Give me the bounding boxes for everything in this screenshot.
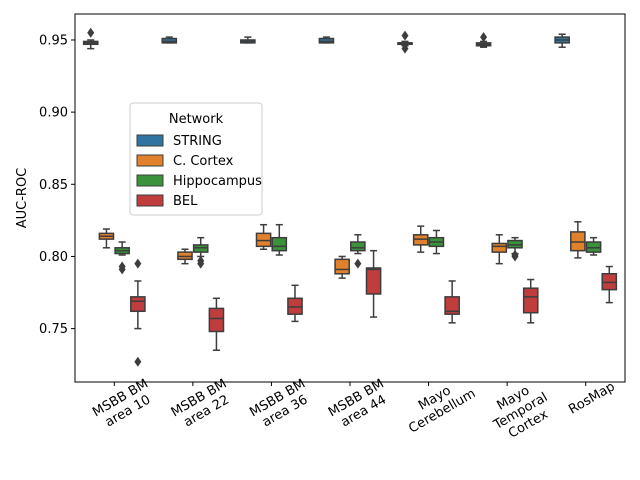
box-iqr bbox=[365, 267, 382, 295]
box-2-4 bbox=[428, 229, 445, 255]
box-1-3 bbox=[334, 255, 350, 279]
legend-item: BEL bbox=[136, 194, 198, 209]
legend-item: STRING bbox=[136, 134, 222, 149]
box-1-1 bbox=[177, 248, 193, 265]
legend-box bbox=[129, 102, 263, 216]
y-tick-label: 0.90 bbox=[39, 106, 68, 121]
box-3-5 bbox=[522, 278, 539, 324]
box-3-0 bbox=[130, 258, 146, 367]
series-string bbox=[82, 27, 570, 54]
box-0-6 bbox=[554, 33, 570, 48]
box-iqr bbox=[350, 241, 366, 252]
plot-area bbox=[74, 13, 626, 383]
box-3-4 bbox=[444, 280, 460, 324]
outlier-point bbox=[401, 30, 409, 41]
box-2-3 bbox=[350, 234, 366, 269]
box-2-6 bbox=[585, 236, 602, 256]
box-iqr bbox=[208, 307, 225, 333]
box-0-1 bbox=[161, 36, 178, 44]
series-hippocampus bbox=[114, 223, 602, 275]
box-1-5 bbox=[491, 234, 508, 265]
outlier-point bbox=[197, 258, 205, 269]
legend-label: BEL bbox=[173, 194, 198, 209]
legend: Network STRING C. Cortex Hippocampus BEL bbox=[129, 102, 263, 216]
box-1-2 bbox=[255, 223, 272, 250]
outlier-point bbox=[118, 264, 126, 275]
box-2-5 bbox=[507, 236, 523, 262]
box-3-6 bbox=[601, 265, 618, 304]
series-bel bbox=[130, 249, 618, 367]
y-tick-label: 0.95 bbox=[39, 33, 68, 48]
box-0-5 bbox=[475, 32, 492, 48]
x-axis: MSBB BMarea 10 MSBB BMarea 22 MSBB BMarea … bbox=[90, 377, 618, 442]
legend-item: Hippocampus bbox=[136, 174, 262, 189]
box-3-2 bbox=[287, 284, 303, 323]
box-3-3 bbox=[365, 249, 382, 318]
box-2-1 bbox=[192, 236, 209, 269]
box-3-1 bbox=[208, 297, 225, 352]
box-iqr bbox=[271, 236, 288, 252]
legend-swatch bbox=[136, 134, 164, 147]
y-axis-label: AUC-ROC bbox=[15, 168, 30, 229]
y-axis: 0.75 0.80 0.85 0.90 0.95 bbox=[39, 33, 75, 337]
box-1-6 bbox=[570, 221, 586, 259]
y-tick-label: 0.80 bbox=[39, 250, 68, 265]
box-1-4 bbox=[412, 225, 429, 253]
legend-swatch bbox=[136, 194, 164, 207]
outlier-point bbox=[401, 43, 409, 54]
box-0-0 bbox=[82, 27, 99, 50]
legend-label: STRING bbox=[173, 134, 222, 149]
legend-title: Network bbox=[169, 112, 224, 127]
box-0-3 bbox=[318, 36, 335, 44]
box-iqr bbox=[491, 242, 508, 253]
outlier-point bbox=[480, 32, 488, 43]
legend-item: C. Cortex bbox=[136, 154, 234, 169]
legend-label: Hippocampus bbox=[173, 174, 262, 189]
box-0-2 bbox=[240, 36, 256, 44]
box-iqr bbox=[522, 287, 539, 314]
outlier-point bbox=[354, 258, 362, 269]
legend-swatch bbox=[136, 154, 164, 167]
outlier-point bbox=[134, 258, 142, 269]
box-iqr bbox=[130, 296, 146, 313]
outlier-point bbox=[134, 356, 142, 367]
y-tick-label: 0.85 bbox=[39, 178, 68, 193]
y-tick-label: 0.75 bbox=[39, 322, 68, 337]
outlier-point bbox=[87, 27, 95, 38]
box-iqr bbox=[334, 258, 350, 275]
series-c-cortex bbox=[98, 221, 586, 279]
legend-swatch bbox=[136, 174, 164, 187]
outlier-point bbox=[511, 250, 519, 261]
box-0-4 bbox=[397, 30, 413, 54]
legend-label: C. Cortex bbox=[173, 154, 234, 169]
box-iqr bbox=[444, 296, 460, 315]
box-1-0 bbox=[98, 228, 115, 249]
box-2-0 bbox=[114, 241, 130, 275]
box-2-2 bbox=[271, 223, 288, 256]
